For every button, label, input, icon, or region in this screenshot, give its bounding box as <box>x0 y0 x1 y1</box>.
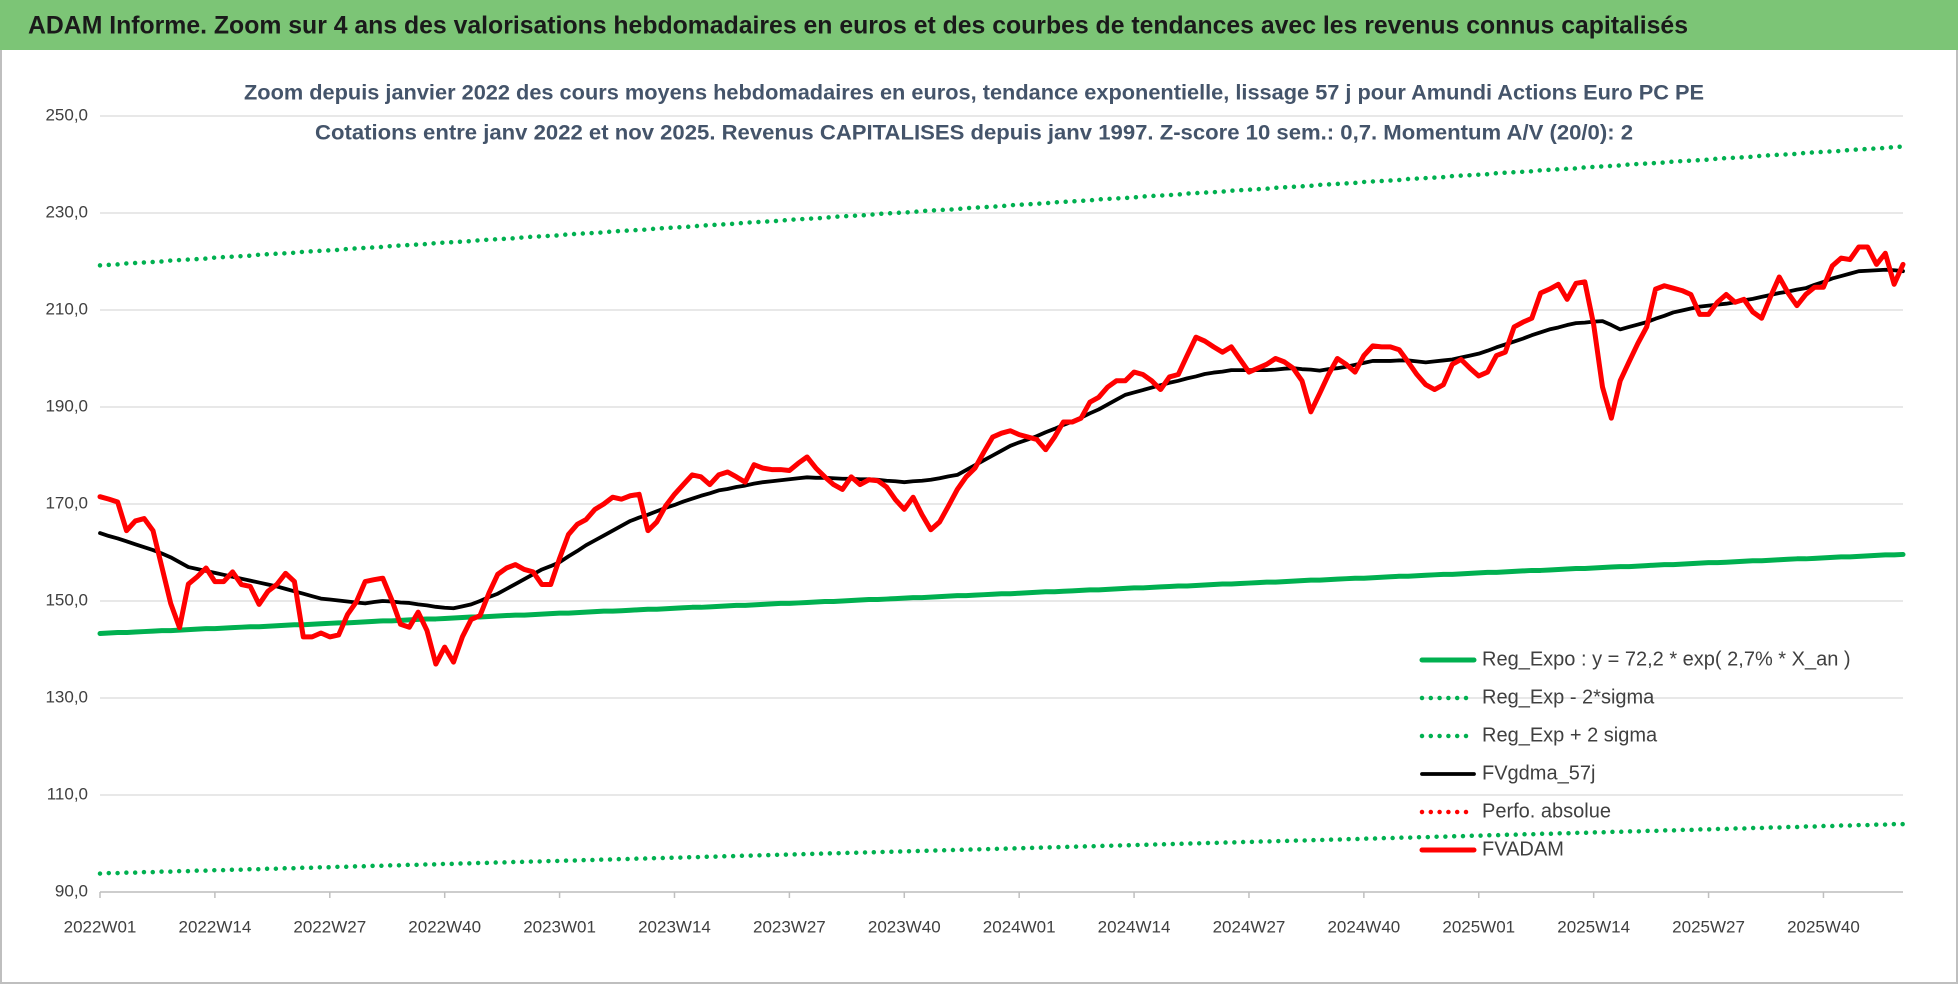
series-line <box>97 821 1906 876</box>
x-tick-label: 2022W40 <box>408 917 481 936</box>
x-tick-label: 2025W14 <box>1557 917 1630 936</box>
chart-title: ADAM Informe. Zoom sur 4 ans des valoris… <box>28 12 1688 40</box>
x-tick-label: 2023W14 <box>638 917 711 936</box>
y-tick-label: 150,0 <box>45 590 88 609</box>
y-tick-label: 170,0 <box>45 493 88 512</box>
x-tick-label: 2023W40 <box>868 917 941 936</box>
x-tick-label: 2024W01 <box>983 917 1056 936</box>
y-tick-label: 230,0 <box>45 202 88 221</box>
y-tick-label: 210,0 <box>45 299 88 318</box>
x-tick-label: 2025W01 <box>1442 917 1515 936</box>
x-tick-label: 2023W27 <box>753 917 826 936</box>
x-tick-label: 2023W01 <box>523 917 596 936</box>
x-tick-label: 2024W27 <box>1213 917 1286 936</box>
series-line <box>97 144 1906 268</box>
x-tick-label: 2024W14 <box>1098 917 1171 936</box>
header-bar <box>0 0 1958 50</box>
legend-label: FVADAM <box>1482 838 1564 860</box>
y-tick-label: 250,0 <box>45 105 88 124</box>
x-tick-label: 2022W14 <box>179 917 252 936</box>
x-tick-label: 2022W27 <box>293 917 366 936</box>
x-tick-label: 2022W01 <box>64 917 137 936</box>
chart-subtitle: Cotations entre janv 2022 et nov 2025. R… <box>315 122 1633 145</box>
legend-label: Reg_Expo : y = 72,2 * exp( 2,7% * X_an ) <box>1482 648 1851 670</box>
y-tick-label: 190,0 <box>45 396 88 415</box>
legend-label: FVgdma_57j <box>1482 762 1595 784</box>
legend-label: Perfo. absolue <box>1482 800 1611 822</box>
series-line <box>98 267 1905 611</box>
x-tick-label: 2024W40 <box>1327 917 1400 936</box>
chart-subtitle: Zoom depuis janvier 2022 des cours moyen… <box>244 82 1704 105</box>
y-tick-label: 90,0 <box>55 881 88 900</box>
legend-label: Reg_Exp - 2*sigma <box>1482 686 1655 708</box>
legend-label: Reg_Exp + 2 sigma <box>1482 724 1658 746</box>
y-tick-label: 130,0 <box>45 687 88 706</box>
y-tick-label: 110,0 <box>47 784 88 803</box>
x-tick-label: 2025W40 <box>1787 917 1860 936</box>
series-line <box>97 244 1906 667</box>
x-tick-label: 2025W27 <box>1672 917 1745 936</box>
